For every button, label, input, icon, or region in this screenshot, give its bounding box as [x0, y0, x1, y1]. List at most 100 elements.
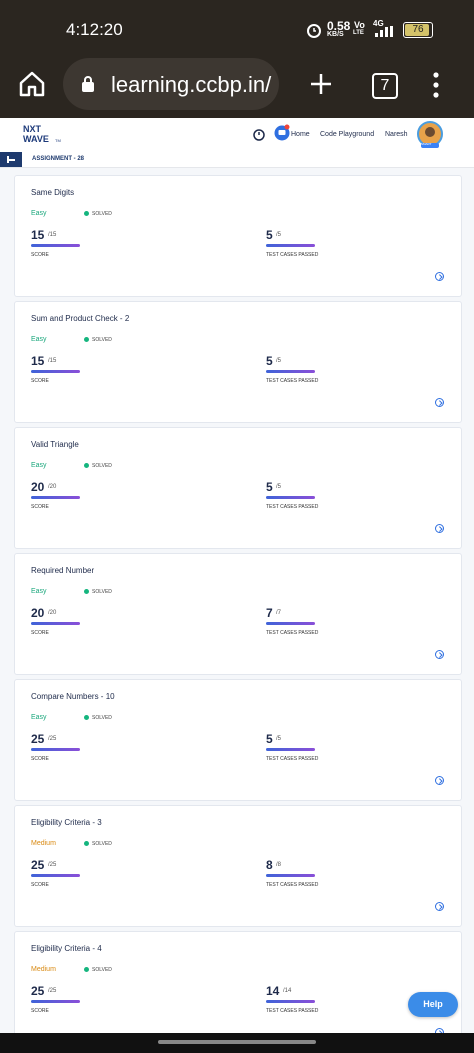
question-title: Sum and Product Check - 2	[31, 314, 130, 323]
battery: 76	[403, 22, 433, 38]
user-name[interactable]: Naresh	[385, 131, 408, 138]
score: 25	[31, 984, 45, 998]
question-card[interactable]: Eligibility Criteria - 4 Medium SOLVED 25/2…	[14, 931, 462, 1053]
tabs-button[interactable]: 7	[372, 73, 398, 99]
score: 15	[31, 354, 45, 368]
question-card[interactable]: Eligibility Criteria - 3 Medium SOLVED 25/2…	[14, 805, 462, 927]
score-bar	[31, 748, 80, 751]
logo-top[interactable]: NXT	[23, 124, 41, 134]
tests-label: TEST CASES PASSED	[266, 882, 319, 888]
status: SOLVED	[92, 967, 112, 973]
open-arrow[interactable]	[435, 524, 444, 533]
score: 25	[31, 732, 45, 746]
score-total: /20	[48, 610, 57, 616]
gesture-handle[interactable]	[158, 1040, 316, 1044]
question-title: Eligibility Criteria - 4	[31, 944, 102, 953]
score-total: /15	[48, 358, 57, 364]
tests-passed: 5	[266, 354, 273, 368]
score-bar	[31, 1000, 80, 1003]
new-tab-button[interactable]	[309, 72, 333, 96]
open-arrow[interactable]	[435, 398, 444, 407]
question-title: Required Number	[31, 566, 95, 575]
status: SOLVED	[92, 337, 112, 343]
score-bar	[31, 244, 80, 247]
lte: LTE	[353, 30, 364, 36]
question-card[interactable]: Same Digits Easy SOLVED 15/15 SCORE 5/5 TEST C…	[14, 175, 462, 297]
score: 15	[31, 228, 45, 242]
open-arrow[interactable]	[435, 902, 444, 911]
difficulty: Easy	[31, 462, 47, 469]
logo-bottom[interactable]: WAVE	[23, 134, 49, 144]
score: 20	[31, 606, 45, 620]
difficulty: Easy	[31, 588, 47, 595]
question-card[interactable]: Required Number Easy SOLVED 20/20 SCORE 7/7 TE…	[14, 553, 462, 675]
status: SOLVED	[92, 841, 112, 847]
score: 25	[31, 858, 45, 872]
status-dot	[84, 463, 89, 468]
question-card[interactable]: Compare Numbers - 10 Easy SOLVED 25/25 SCORE…	[14, 679, 462, 801]
tests-passed: 5	[266, 228, 273, 242]
net-speed: 0.58	[327, 19, 351, 33]
open-arrow[interactable]	[435, 776, 444, 785]
tests-total: /5	[276, 358, 282, 364]
question-title: Valid Triangle	[31, 440, 79, 449]
status-dot	[84, 841, 89, 846]
tests-total: /5	[276, 232, 282, 238]
tab-count: 7	[380, 77, 390, 94]
sidebar-toggle[interactable]	[0, 152, 22, 167]
avatar[interactable]	[415, 121, 445, 149]
tests-passed: 14	[266, 984, 280, 998]
timer-icon[interactable]	[253, 128, 265, 141]
score-label: SCORE	[31, 630, 49, 636]
menu-button[interactable]	[432, 72, 440, 98]
difficulty: Easy	[31, 210, 47, 217]
tests-passed: 7	[266, 606, 273, 620]
score-total: /20	[48, 484, 57, 490]
home-button[interactable]	[18, 70, 46, 98]
score-total: /25	[48, 862, 57, 868]
signal-icon	[375, 26, 393, 37]
volte: Vo	[354, 20, 365, 30]
avatar-tag: SMART	[421, 142, 432, 146]
question-title: Same Digits	[31, 188, 75, 197]
tests-bar	[266, 496, 315, 499]
tests-label: TEST CASES PASSED	[266, 252, 319, 258]
network-type: 4G	[373, 19, 384, 28]
open-arrow[interactable]	[435, 650, 444, 659]
tests-label: TEST CASES PASSED	[266, 630, 319, 636]
difficulty: Easy	[31, 714, 47, 721]
open-arrow[interactable]	[435, 272, 444, 281]
nav-link[interactable]: Home	[291, 131, 310, 138]
nav-link[interactable]: Code Playground	[320, 131, 375, 138]
chat-icon[interactable]	[274, 124, 290, 141]
address-bar[interactable]: learning.ccbp.in/	[63, 58, 279, 110]
score-total: /25	[48, 736, 57, 742]
score-total: /25	[48, 988, 57, 994]
status-dot	[84, 589, 89, 594]
lock-icon	[82, 76, 94, 92]
tests-bar	[266, 1000, 315, 1003]
net-speed-unit: KB/S	[327, 31, 344, 38]
tests-total: /7	[276, 610, 282, 616]
logo-mark: TM	[55, 138, 61, 143]
status-dot	[84, 337, 89, 342]
question-card[interactable]: Sum and Product Check - 2 Easy SOLVED 15/15…	[14, 301, 462, 423]
score-label: SCORE	[31, 1008, 49, 1014]
tests-passed: 5	[266, 480, 273, 494]
status: SOLVED	[92, 463, 112, 469]
tests-label: TEST CASES PASSED	[266, 1008, 319, 1014]
question-title: Compare Numbers - 10	[31, 692, 115, 701]
difficulty: Easy	[31, 336, 47, 343]
help-button[interactable]: Help	[408, 992, 458, 1017]
status: SOLVED	[92, 715, 112, 721]
tests-bar	[266, 244, 315, 247]
status: SOLVED	[92, 589, 112, 595]
tests-total: /14	[283, 988, 292, 994]
score-bar	[31, 370, 80, 373]
tests-total: /8	[276, 862, 282, 868]
browser-chrome: 4:12:20 0.58 KB/S Vo LTE 4G 76 learning.…	[0, 0, 474, 118]
question-title: Eligibility Criteria - 3	[31, 818, 102, 827]
question-card[interactable]: Valid Triangle Easy SOLVED 20/20 SCORE 5/5 TES…	[14, 427, 462, 549]
breadcrumb: ASSIGNMENT - 28	[32, 156, 85, 162]
